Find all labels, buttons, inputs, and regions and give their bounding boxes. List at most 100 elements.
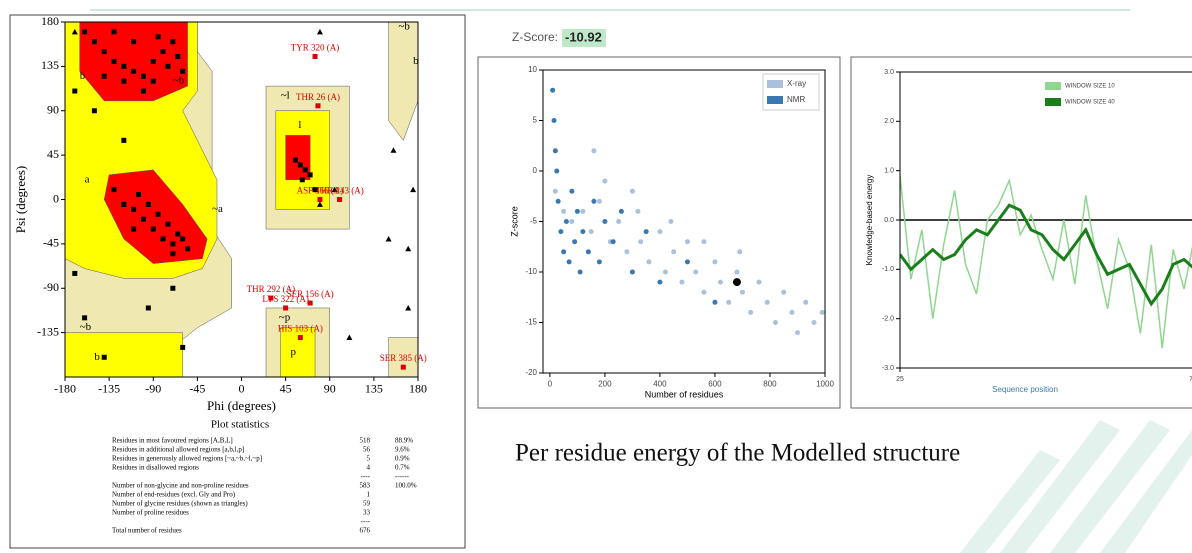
stats-cell: 5 [367, 455, 371, 463]
y-axis-label: Knowledge-based energy [865, 175, 874, 266]
region-label: b [80, 70, 86, 82]
flagged-residue [307, 300, 313, 306]
x-tick-label: 45 [280, 381, 292, 395]
point [566, 259, 572, 265]
region-label: l [298, 119, 301, 131]
stats-cell: 583 [360, 482, 371, 490]
chart: b a ~b ~a l ~l p ~p b ~b ~b b -180 -135 -90 -45 0 45 90 135… [13, 14, 427, 413]
x-tick-label: -90 [145, 381, 161, 395]
point [657, 229, 663, 235]
x-axis-label: Sequence position [992, 385, 1058, 394]
point [717, 279, 723, 285]
point [71, 28, 78, 35]
point [561, 208, 567, 214]
stats-cell: 4 [367, 464, 371, 472]
point [668, 219, 674, 224]
stats-cell: ---- [361, 518, 371, 526]
point [756, 279, 762, 285]
x-tick-label: 0 [548, 380, 553, 389]
stats-cell: 518 [360, 437, 371, 445]
flagged-residue [297, 335, 303, 341]
point [734, 269, 740, 275]
point [160, 236, 166, 242]
point [726, 299, 732, 305]
y-tick-label: 90 [47, 103, 59, 117]
point [662, 269, 668, 275]
point [684, 239, 690, 245]
point [574, 208, 580, 214]
annotation: HIS 103 (A) [278, 324, 323, 334]
legend-swatch [767, 80, 783, 88]
x-tick-label: 800 [763, 380, 777, 389]
point [748, 309, 754, 315]
plot-area [550, 87, 825, 336]
point [121, 137, 127, 143]
stats-cell: Residues in additional allowed regions [… [112, 446, 244, 454]
point [385, 235, 392, 242]
annotation: SER 156 (A) [287, 289, 334, 299]
y-tick-label: -15 [525, 318, 537, 327]
point [111, 187, 117, 193]
region-label: b [413, 55, 419, 67]
point [657, 279, 663, 285]
stats-cell: 9.6% [395, 446, 410, 454]
point [638, 239, 644, 245]
point [552, 188, 558, 194]
flagged-residue [283, 305, 289, 311]
point [145, 305, 151, 311]
point [629, 188, 635, 194]
x-tick-label: 400 [653, 380, 667, 389]
stats-cell: Number of end-residues (excl. Gly and Pr… [112, 491, 236, 499]
point [772, 320, 778, 325]
y-tick-label: -2.0 [882, 316, 894, 323]
stats-cell: 676 [360, 527, 371, 535]
point [580, 229, 586, 235]
x-axis-label: Phi (degrees) [207, 398, 276, 413]
point [712, 299, 718, 305]
stats-cell: Residues in generously allowed regions [… [112, 455, 262, 463]
stats-cell: ------ [395, 473, 410, 481]
region-label: ~a [212, 203, 223, 215]
y-tick-label: 0 [533, 166, 538, 175]
chart: 0 200 400 600 800 1000 -20 -15 -10 -5 0 5 10 Number o… [509, 65, 834, 399]
annotation: SER 385 (A) [380, 353, 427, 363]
x-tick-label: -180 [54, 381, 76, 395]
point [155, 34, 161, 40]
point [180, 236, 186, 242]
point [764, 299, 770, 305]
point [140, 88, 146, 94]
stats-cell: Residues in disallowed regions [112, 464, 199, 472]
plot-area: b a ~b ~a l ~l p ~p b ~b ~b b [65, 20, 419, 377]
point [297, 162, 303, 168]
region-label: ~b [398, 20, 410, 32]
point [302, 167, 308, 173]
point [781, 289, 787, 295]
point [794, 330, 800, 336]
zscore-value: -10.92 [565, 29, 602, 44]
flagged-residue [315, 103, 321, 109]
y-tick-label: -45 [43, 236, 59, 250]
point [585, 249, 591, 255]
point [602, 219, 608, 224]
legend-swatch [1045, 98, 1061, 106]
y-tick-label: 45 [47, 147, 59, 161]
point [558, 229, 564, 235]
point [390, 147, 397, 153]
point [588, 229, 594, 235]
point [596, 198, 602, 204]
point [101, 354, 107, 360]
stats-cell: Residues in most favoured regions [A,B,L… [112, 437, 233, 445]
stats-cell: Number of non-glycine and non-proline re… [112, 482, 249, 490]
stats-cell: 0.7% [395, 464, 410, 472]
point [739, 289, 745, 295]
region-label: ~l [281, 89, 290, 101]
point [111, 29, 117, 35]
point [555, 198, 561, 204]
point [561, 249, 567, 255]
stats-cell: 1 [367, 491, 371, 499]
point [91, 39, 97, 45]
point [131, 226, 137, 232]
point [679, 279, 685, 285]
point [346, 334, 353, 341]
stats-title: Plot statistics [211, 419, 269, 431]
